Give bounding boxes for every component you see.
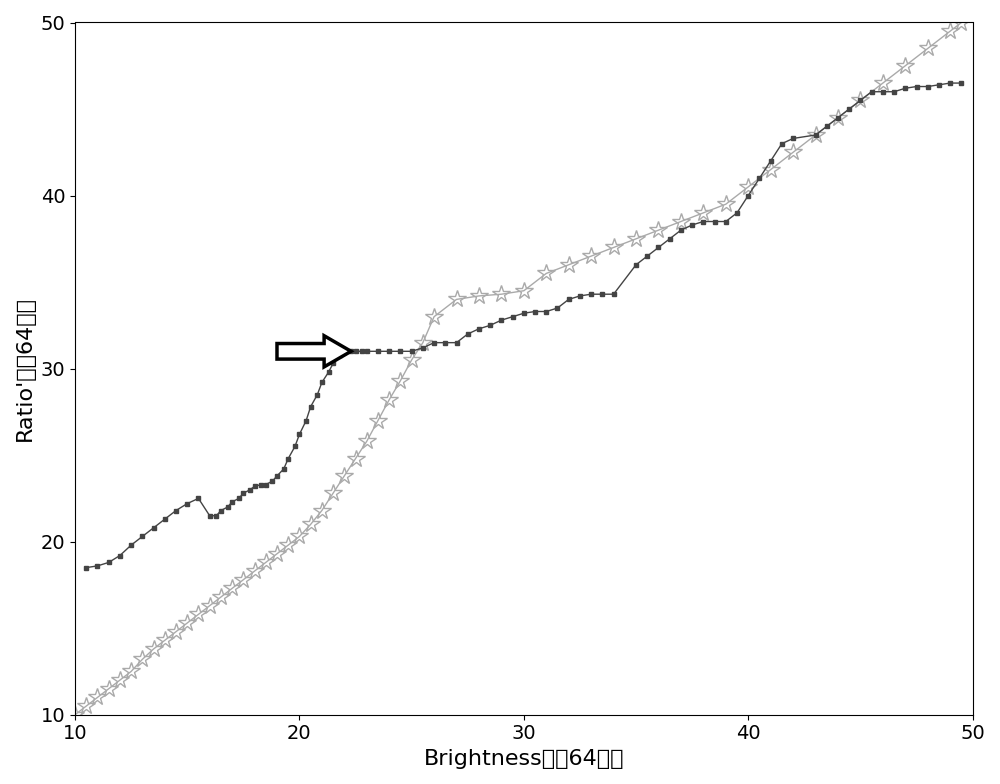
- X-axis label: Brightness特徉64等分: Brightness特徉64等分: [424, 749, 624, 769]
- Y-axis label: Ratio'特徉64等分: Ratio'特徉64等分: [15, 296, 35, 441]
- Polygon shape: [277, 336, 351, 367]
